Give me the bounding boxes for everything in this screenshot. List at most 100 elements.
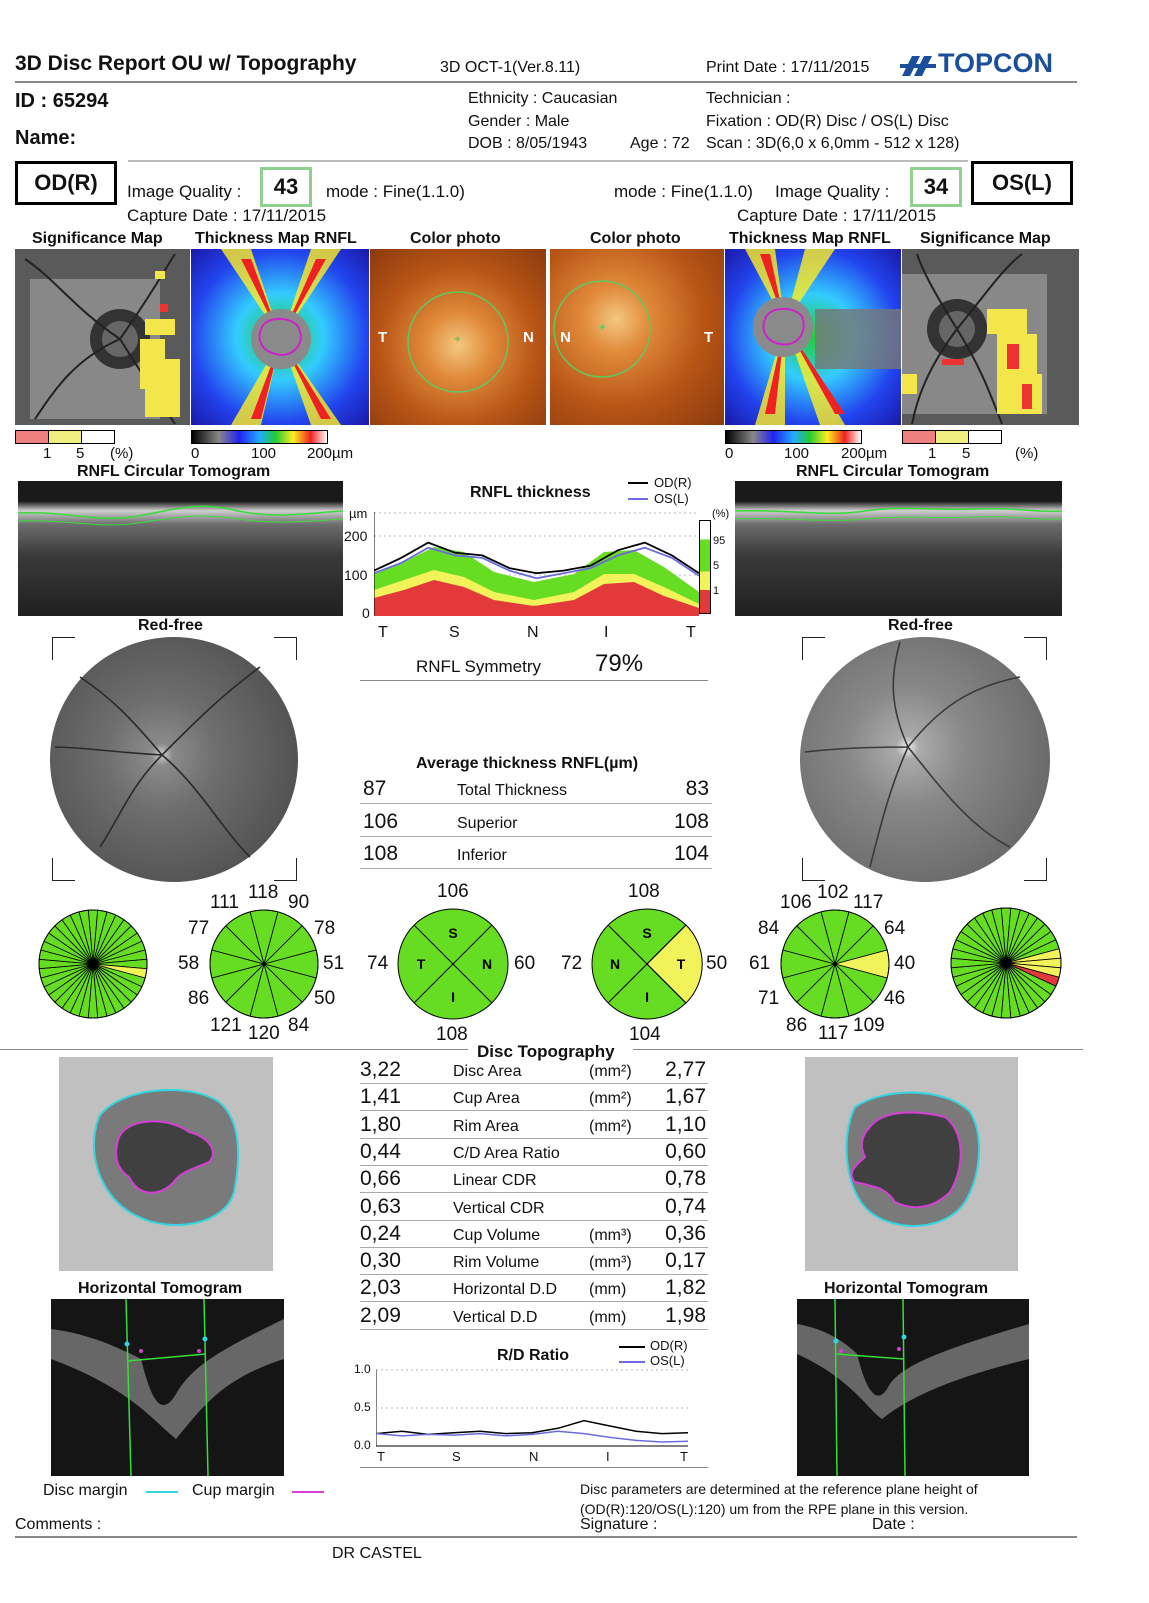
os-quad-s-label: S <box>642 925 651 941</box>
rnfl-xtick-i: I <box>604 624 609 641</box>
od-quad-superior: 106 <box>437 881 469 902</box>
os-disc-topography-image <box>805 1057 1018 1271</box>
od-clock-2: 78 <box>314 918 336 939</box>
avg-label: Total Thickness <box>457 782 567 799</box>
topo-label: Cup Volume <box>453 1226 541 1244</box>
topo-unit: (mm³) <box>589 1226 632 1244</box>
rd-legend-od: OD(R) <box>650 1338 688 1353</box>
topo-od-value: 2,09 <box>360 1303 401 1327</box>
topo-os-value: 2,77 <box>665 1058 706 1081</box>
topo-os-value: 0,17 <box>665 1249 706 1273</box>
od-clock-4: 50 <box>314 988 336 1009</box>
rnfl-percentile-bar <box>699 520 711 614</box>
avg-label: Superior <box>457 815 518 832</box>
rd-legend-os-swatch <box>619 1361 645 1363</box>
od-thick-tick-200: 200µm <box>307 445 354 462</box>
od-red-free-title: Red-free <box>138 617 203 634</box>
os-quad-nasal: 72 <box>561 953 583 974</box>
topo-os-value: 1,67 <box>665 1085 706 1109</box>
cup-margin-swatch <box>292 1491 324 1493</box>
rd-ytick-05: 0.5 <box>354 1400 371 1414</box>
rd-xtick-t2: T <box>680 1449 688 1464</box>
topo-os-value: 1,98 <box>665 1303 706 1327</box>
od-thick-tick-0: 0 <box>191 445 200 462</box>
od-horizontal-tomogram <box>51 1299 284 1476</box>
topo-row: 3,22 Disc Area (mm²) 2,77 <box>360 1058 708 1084</box>
sector-chart-outline <box>38 909 148 1019</box>
rd-xtick-i: I <box>606 1449 610 1464</box>
od-color-photo-title: Color photo <box>410 230 501 247</box>
od-frame-corner-tl <box>52 637 75 660</box>
disc-margin-swatch <box>146 1491 178 1493</box>
od-quad-temporal: 74 <box>367 953 389 974</box>
od-clock-11: 111 <box>210 892 239 913</box>
topo-od-value: 0,63 <box>360 1194 401 1218</box>
topo-od-value: 0,30 <box>360 1249 401 1273</box>
rd-xtick-t1: T <box>377 1449 385 1464</box>
od-sig-tick-1: 1 <box>43 445 52 462</box>
od-quad-i-label: I <box>451 989 455 1005</box>
os-12-sector-chart <box>780 909 890 1019</box>
avg-os-value: 104 <box>673 842 709 865</box>
rnfl-pct-95: 95 <box>713 535 726 547</box>
os-clock-1: 117 <box>853 892 884 913</box>
ethnicity: Ethnicity : Caucasian <box>468 90 618 107</box>
rnfl-ytick-0: 0 <box>362 605 370 621</box>
od-label: OD(R) <box>15 161 117 205</box>
rd-od-line <box>376 1419 688 1436</box>
os-frame-corner-tr <box>1024 637 1047 660</box>
sector-chart-outline <box>209 909 319 1019</box>
od-sig-tick-pct: (%) <box>110 445 134 462</box>
rd-legend-od-swatch <box>619 1346 645 1348</box>
rnfl-xtick-n: N <box>527 624 539 641</box>
topcon-logo: TOPCON <box>898 48 1070 80</box>
topo-label: C/D Area Ratio <box>453 1144 560 1162</box>
od-quad-t-label: T <box>417 956 426 972</box>
os-frame-corner-br <box>1024 858 1047 881</box>
header-divider <box>15 81 1077 83</box>
os-significance-map <box>902 249 1079 425</box>
topo-od-value: 0,66 <box>360 1167 401 1191</box>
os-photo-temporal: T <box>704 329 714 346</box>
rnfl-pct-label: (%) <box>712 508 730 520</box>
os-clock-8: 71 <box>758 988 780 1009</box>
topo-label: Vertical D.D <box>453 1308 538 1326</box>
topcon-brand: TOPCON <box>938 48 1054 78</box>
od-clock-1: 90 <box>288 892 310 913</box>
rnfl-ytick-200: 200 <box>344 528 368 544</box>
os-quad-superior: 108 <box>628 881 660 902</box>
patient-id: ID : 65294 <box>15 90 109 112</box>
od-horizontal-tomogram-title: Horizontal Tomogram <box>78 1280 243 1297</box>
rnfl-ytick-100: 100 <box>344 567 368 583</box>
os-label: OS(L) <box>971 161 1073 205</box>
device-version: 3D OCT-1(Ver.8.11) <box>440 59 581 76</box>
od-red-free-image <box>50 637 298 882</box>
os-quality-label: Image Quality : <box>775 182 890 201</box>
os-thick-tick-200: 200µm <box>841 445 888 462</box>
os-color-photo: N T <box>550 249 724 425</box>
rnfl-pct-1: 1 <box>713 585 720 597</box>
topo-od-value: 1,80 <box>360 1112 401 1136</box>
topo-os-value: 1,10 <box>665 1112 706 1136</box>
os-quad-t-label: T <box>677 956 686 972</box>
avg-os-value: 83 <box>685 777 709 800</box>
topo-row: 1,80 Rim Area (mm²) 1,10 <box>360 1113 708 1139</box>
date-label: Date : <box>872 1516 915 1533</box>
topo-divider-right <box>633 1049 1083 1050</box>
od-photo-nasal: N <box>523 329 534 346</box>
od-circular-tomogram <box>18 481 343 616</box>
os-circular-tomogram <box>735 481 1062 616</box>
avg-od-value: 106 <box>363 810 399 833</box>
od-12-sector-chart <box>209 909 319 1019</box>
os-sig-tick-pct: (%) <box>1015 445 1039 462</box>
topo-label: Rim Volume <box>453 1254 540 1272</box>
topo-unit: (mm²) <box>589 1117 632 1135</box>
os-mode: mode : Fine(1.1.0) <box>614 182 753 201</box>
rnfl-legend-od: OD(R) <box>654 475 692 490</box>
disc-margin-label: Disc margin <box>43 1482 128 1499</box>
os-red-free-image <box>800 637 1050 882</box>
disc-topography-title: Disc Topography <box>477 1042 615 1061</box>
od-quad-n-label: N <box>482 956 492 972</box>
rd-xtick-s: S <box>452 1449 461 1464</box>
topo-od-value: 1,41 <box>360 1085 401 1109</box>
